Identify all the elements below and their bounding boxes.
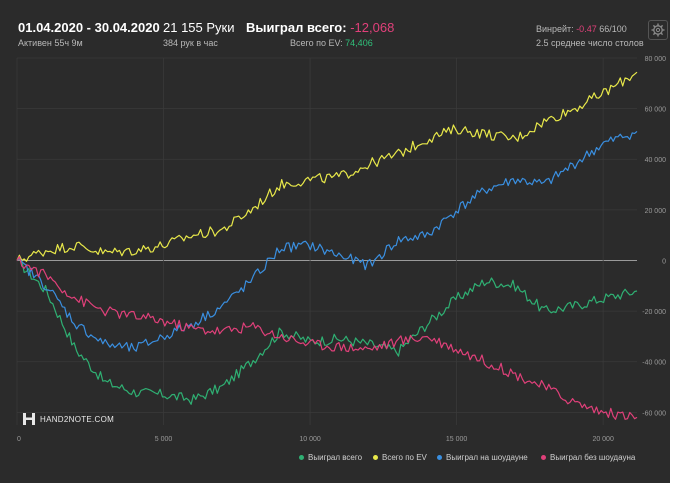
legend-item-no-showdown[interactable]: Выиграл без шоудауна xyxy=(541,453,635,462)
logo-text: HAND2NOTE.COM xyxy=(40,414,115,424)
page-margin xyxy=(670,0,700,483)
gear-icon xyxy=(651,23,665,37)
winrate-value: -0.47 xyxy=(576,24,597,34)
y-tick-label: 60 000 xyxy=(645,107,667,114)
ev-total-stat: Всего по EV: 74,406 xyxy=(290,38,373,48)
legend-dot-icon xyxy=(437,455,442,460)
legend-item-ev-total[interactable]: Всего по EV xyxy=(373,453,427,462)
winrate-unit: 66/100 xyxy=(599,24,627,34)
h-logo-icon xyxy=(23,413,35,425)
series-line-2 xyxy=(16,130,638,352)
legend-label: Выиграл на шоудауне xyxy=(446,453,528,462)
legend-label: Выиграл всего xyxy=(308,453,363,462)
won-total-stat: Выиграл всего: -12,068 xyxy=(246,20,394,35)
legend-item-won-total[interactable]: Выиграл всего xyxy=(299,453,362,462)
hands-per-hour: 384 рук в час xyxy=(163,38,218,48)
graph-panel: 01.04.2020 - 30.04.2020 Активен 55ч 9м 2… xyxy=(0,0,670,483)
settings-button[interactable] xyxy=(648,20,668,40)
series-line-1 xyxy=(16,71,638,262)
series-line-0 xyxy=(16,258,638,405)
legend-dot-icon xyxy=(541,455,546,460)
y-tick-label: 80 000 xyxy=(645,56,667,63)
won-total-value: -12,068 xyxy=(350,20,395,35)
hand2note-logo: HAND2NOTE.COM xyxy=(22,412,114,426)
winrate-label: Винрейт: xyxy=(536,24,574,34)
avg-tables: 2.5 среднее число столов xyxy=(536,38,644,48)
y-tick-label: 40 000 xyxy=(645,157,667,164)
active-time: Активен 55ч 9м xyxy=(18,38,83,48)
chart-legend: Выиграл всего Всего по EV Выиграл на шоу… xyxy=(0,453,670,467)
won-total-label: Выиграл всего: xyxy=(246,20,347,35)
y-tick-label: -20 000 xyxy=(642,309,666,316)
x-tick-label: 10 000 xyxy=(299,436,321,443)
x-tick-label: 5 000 xyxy=(155,436,173,443)
ev-total-label: Всего по EV: xyxy=(290,38,343,48)
x-tick-label: 20 000 xyxy=(592,436,614,443)
legend-dot-icon xyxy=(373,455,378,460)
y-tick-label: 0 xyxy=(662,258,666,265)
y-tick-label: 20 000 xyxy=(645,208,667,215)
date-range: 01.04.2020 - 30.04.2020 xyxy=(18,20,160,35)
legend-label: Всего по EV xyxy=(382,453,427,462)
winrate-stat: Винрейт: -0.47 66/100 xyxy=(536,24,627,34)
x-tick-label: 15 000 xyxy=(446,436,468,443)
series-line-3 xyxy=(16,256,638,420)
legend-dot-icon xyxy=(299,455,304,460)
x-tick-label: 0 xyxy=(17,436,21,443)
legend-label: Выиграл без шоудауна xyxy=(550,453,636,462)
ev-total-value: 74,406 xyxy=(345,38,373,48)
y-tick-label: -40 000 xyxy=(642,360,666,367)
hands-count: 21 155 Руки xyxy=(163,20,235,35)
profit-chart: 80 000 60 000 40 000 20 000 0 -20 000 -40 000 -… xyxy=(16,56,667,443)
legend-item-showdown[interactable]: Выиграл на шоудауне xyxy=(437,453,528,462)
y-tick-label: -60 000 xyxy=(642,410,666,417)
